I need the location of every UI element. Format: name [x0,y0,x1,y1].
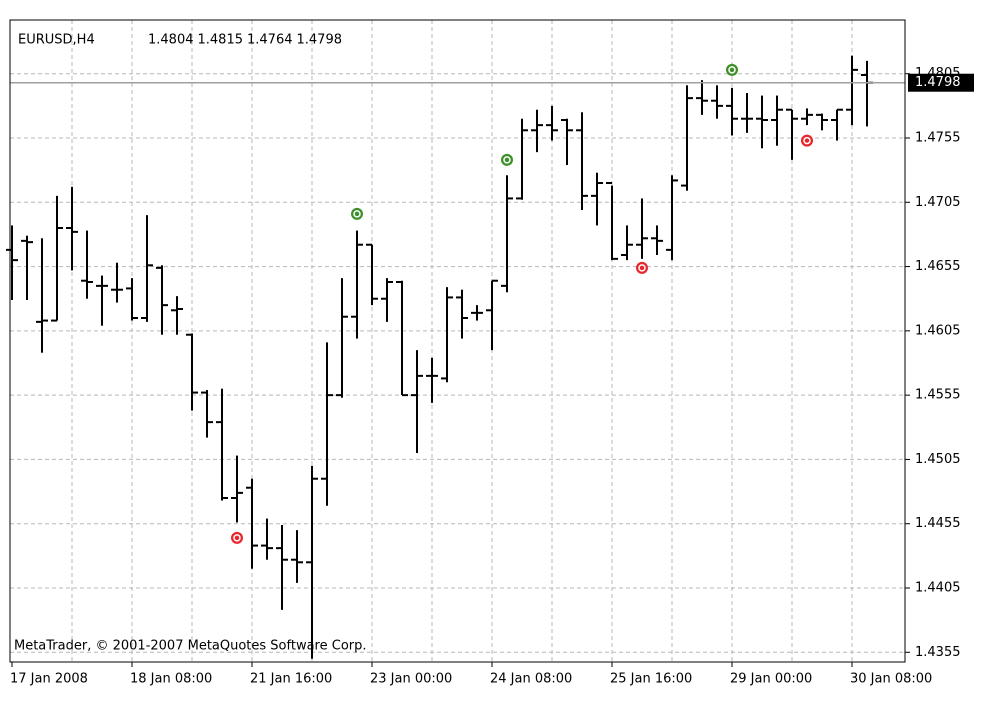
signal-marker [801,134,813,147]
x-tick-label: 24 Jan 08:00 [490,672,572,687]
x-tick-label: 25 Jan 16:00 [610,672,692,687]
chart-title: EURUSD,H4 [18,33,95,48]
header-low: 1.4764 [247,33,293,48]
y-tick-label: 1.4605 [915,323,961,338]
signal-marker-inner [503,156,511,164]
plot [6,55,905,659]
signal-marker-inner [728,66,736,74]
x-tick-label: 30 Jan 08:00 [850,672,932,687]
header-open: 1.4804 [148,33,194,48]
y-tick-label: 1.4405 [915,581,961,596]
signal-marker-inner [638,264,646,272]
signal-marker [636,261,648,274]
current-price-label: 1.4798 [915,75,961,90]
y-tick-label: 1.4555 [915,388,961,403]
header-high: 1.4815 [198,33,244,48]
x-tick-label: 18 Jan 08:00 [130,672,212,687]
x-tick-label: 29 Jan 00:00 [730,672,812,687]
y-tick-label: 1.4505 [915,452,961,467]
signal-marker [501,153,513,166]
signal-marker [726,63,738,76]
y-tick-label: 1.4705 [915,195,961,210]
x-tick-label: 23 Jan 00:00 [370,672,452,687]
x-tick-label: 21 Jan 16:00 [250,672,332,687]
copyright: MetaTrader, © 2001-2007 MetaQuotes Softw… [14,639,367,654]
signal-marker [231,531,243,544]
plot-frame [9,19,906,663]
signal-marker-inner [353,210,361,218]
signal-marker-inner [233,534,241,542]
y-tick-label: 1.4655 [915,259,961,274]
x-tick-label: 17 Jan 2008 [10,672,88,687]
y-tick-label: 1.4455 [915,516,961,531]
header-close: 1.4798 [297,33,343,48]
signal-marker-inner [803,136,811,145]
current-price-box [908,73,974,92]
signal-marker [351,207,363,220]
y-tick-label: 1.4355 [915,645,961,660]
y-tick-label: 1.4755 [915,131,961,146]
axis: 1.4355 1.4405 1.4455 1.4505 1.4555 1.4605 1.46… [10,66,974,687]
